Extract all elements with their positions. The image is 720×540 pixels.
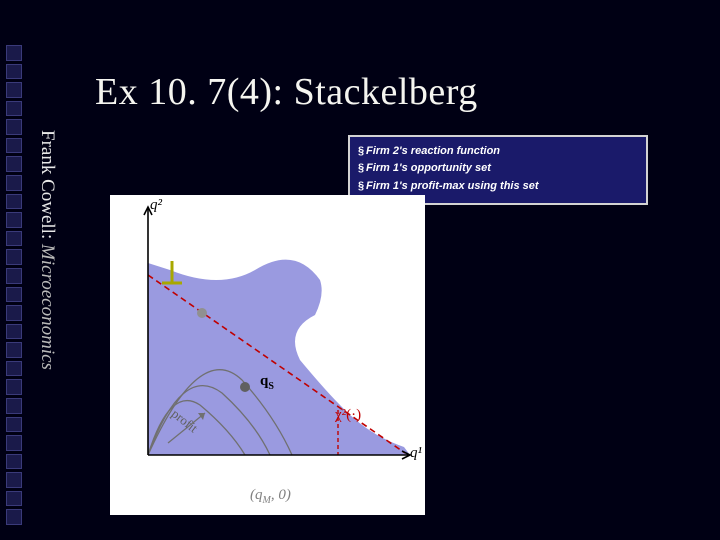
x-axis-label: q¹ <box>410 445 422 462</box>
legend-item: §Firm 1's opportunity set <box>358 160 638 177</box>
slide-root: Ex 10. 7(4): Stackelberg Frank Cowell: M… <box>0 0 720 540</box>
author-name: Frank Cowell: <box>37 130 58 244</box>
monopoly-point-label: (qM, 0) <box>250 487 291 506</box>
slide-title: Ex 10. 7(4): Stackelberg <box>95 70 478 114</box>
reaction-fn-label: χ²(·) <box>335 407 361 424</box>
chart-svg <box>110 195 430 525</box>
y-axis-label: q² <box>150 197 162 214</box>
legend-item: §Firm 1's profit-max using this set <box>358 178 638 195</box>
left-ornament <box>6 45 26 525</box>
book-title: Microeconomics <box>37 244 58 370</box>
chart-panel: q² qS χ²(·) profit (qM, 0) q¹ <box>110 195 425 515</box>
stackelberg-point-label: qS <box>260 373 274 392</box>
sidebar-author: Frank Cowell: Microeconomics <box>32 130 58 450</box>
legend-item: §Firm 2's reaction function <box>358 143 638 160</box>
